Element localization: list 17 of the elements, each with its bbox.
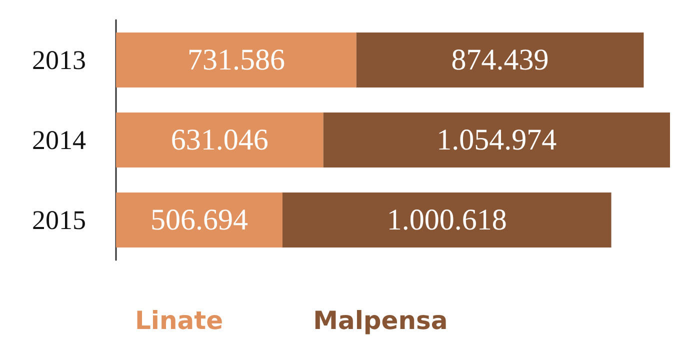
data-label: 731.586	[187, 44, 285, 76]
bar	[356, 32, 644, 88]
y-tick-label: 2014	[32, 125, 86, 155]
y-tick-label: 2013	[32, 45, 86, 75]
text: Linate	[135, 306, 224, 335]
text: Malpensa	[313, 306, 448, 335]
y-tick-label: 2015	[32, 205, 86, 235]
data-label: 506.694	[150, 204, 248, 236]
data-label: 631.046	[170, 124, 268, 156]
bar	[323, 112, 670, 168]
bar	[116, 192, 282, 248]
data-label: 874.439	[451, 44, 549, 76]
bar	[116, 32, 356, 88]
bar	[282, 192, 612, 248]
bar	[116, 112, 324, 168]
data-label: 1.000.618	[386, 204, 507, 236]
data-label: 1.054.974	[436, 124, 557, 156]
